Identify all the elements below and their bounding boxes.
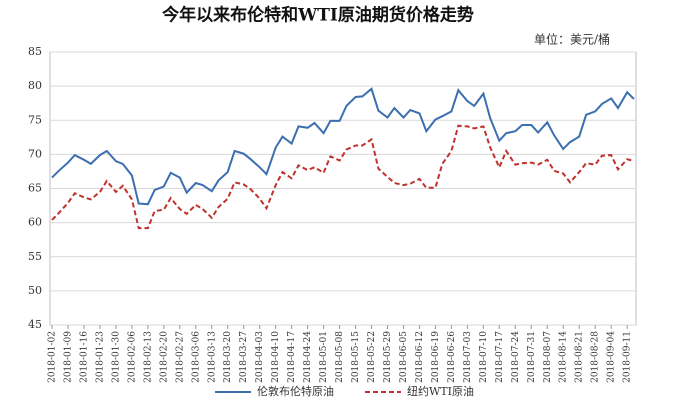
x-tick-label: 2018-05-01 [319, 331, 329, 383]
x-tick-label: 2018-07-24 [511, 331, 521, 383]
x-tick-label: 2018-07-31 [527, 331, 537, 383]
x-tick-label: 2018-04-17 [287, 331, 297, 383]
chart-title: 今年以来布伦特和WTI原油期货价格走势 [162, 5, 474, 26]
x-tick-label: 2018-03-06 [191, 331, 201, 383]
x-tick-label: 2018-09-04 [607, 331, 617, 383]
series-line [51, 87, 635, 206]
y-tick-label: 75 [28, 113, 42, 126]
x-tick-label: 2018-02-13 [143, 331, 153, 383]
x-tick-label: 2018-03-20 [223, 331, 233, 383]
y-tick-label: 50 [28, 284, 42, 297]
x-tick-label: 2018-01-16 [79, 331, 89, 383]
x-tick-label: 2018-07-03 [463, 331, 473, 383]
x-tick-label: 2018-08-07 [543, 331, 553, 383]
x-tick-label: 2018-01-23 [95, 331, 105, 383]
x-tick-label: 2018-01-30 [111, 331, 121, 383]
x-tick-label: 2018-02-06 [127, 331, 137, 383]
y-tick-label: 80 [28, 79, 42, 92]
x-tick-label: 2018-02-20 [159, 331, 169, 383]
x-tick-label: 2018-06-26 [447, 331, 457, 383]
legend-label: 纽约WTI原油 [407, 384, 474, 398]
x-tick-label: 2018-02-27 [175, 331, 185, 383]
x-tick-label: 2018-04-10 [271, 331, 281, 383]
x-tick-label: 2018-06-05 [399, 331, 409, 383]
x-tick-label: 2018-04-03 [255, 331, 265, 383]
legend-label: 伦敦布伦特原油 [257, 384, 334, 398]
series-line [51, 124, 635, 230]
x-tick-label: 2018-08-14 [559, 331, 569, 383]
y-tick-label: 60 [28, 216, 42, 229]
x-tick-label: 2018-03-13 [207, 331, 217, 383]
x-tick-label: 2018-05-22 [367, 331, 377, 383]
x-tick-label: 2018-05-15 [351, 331, 361, 383]
y-tick-label: 70 [28, 147, 42, 160]
x-tick-label: 2018-01-09 [63, 331, 73, 383]
x-tick-label: 2018-08-21 [575, 331, 585, 383]
y-tick-label: 85 [28, 45, 42, 58]
x-tick-label: 2018-09-11 [623, 331, 633, 383]
x-tick-label: 2018-07-10 [479, 331, 489, 383]
unit-label: 单位：美元/桶 [534, 32, 610, 47]
x-tick-label: 2018-07-17 [495, 331, 505, 383]
x-tick-label: 2018-08-28 [591, 331, 601, 383]
y-tick-label: 45 [28, 318, 42, 331]
x-tick-label: 2018-06-19 [431, 331, 441, 383]
x-tick-label: 2018-03-27 [239, 331, 249, 383]
x-tick-label: 2018-05-29 [383, 331, 393, 383]
y-tick-label: 65 [28, 182, 42, 195]
x-tick-label: 2018-05-08 [335, 331, 345, 383]
x-tick-label: 2018-01-02 [48, 331, 58, 383]
y-tick-label: 55 [28, 250, 42, 263]
x-tick-label: 2018-06-12 [415, 331, 425, 383]
x-tick-label: 2018-04-24 [303, 331, 313, 383]
